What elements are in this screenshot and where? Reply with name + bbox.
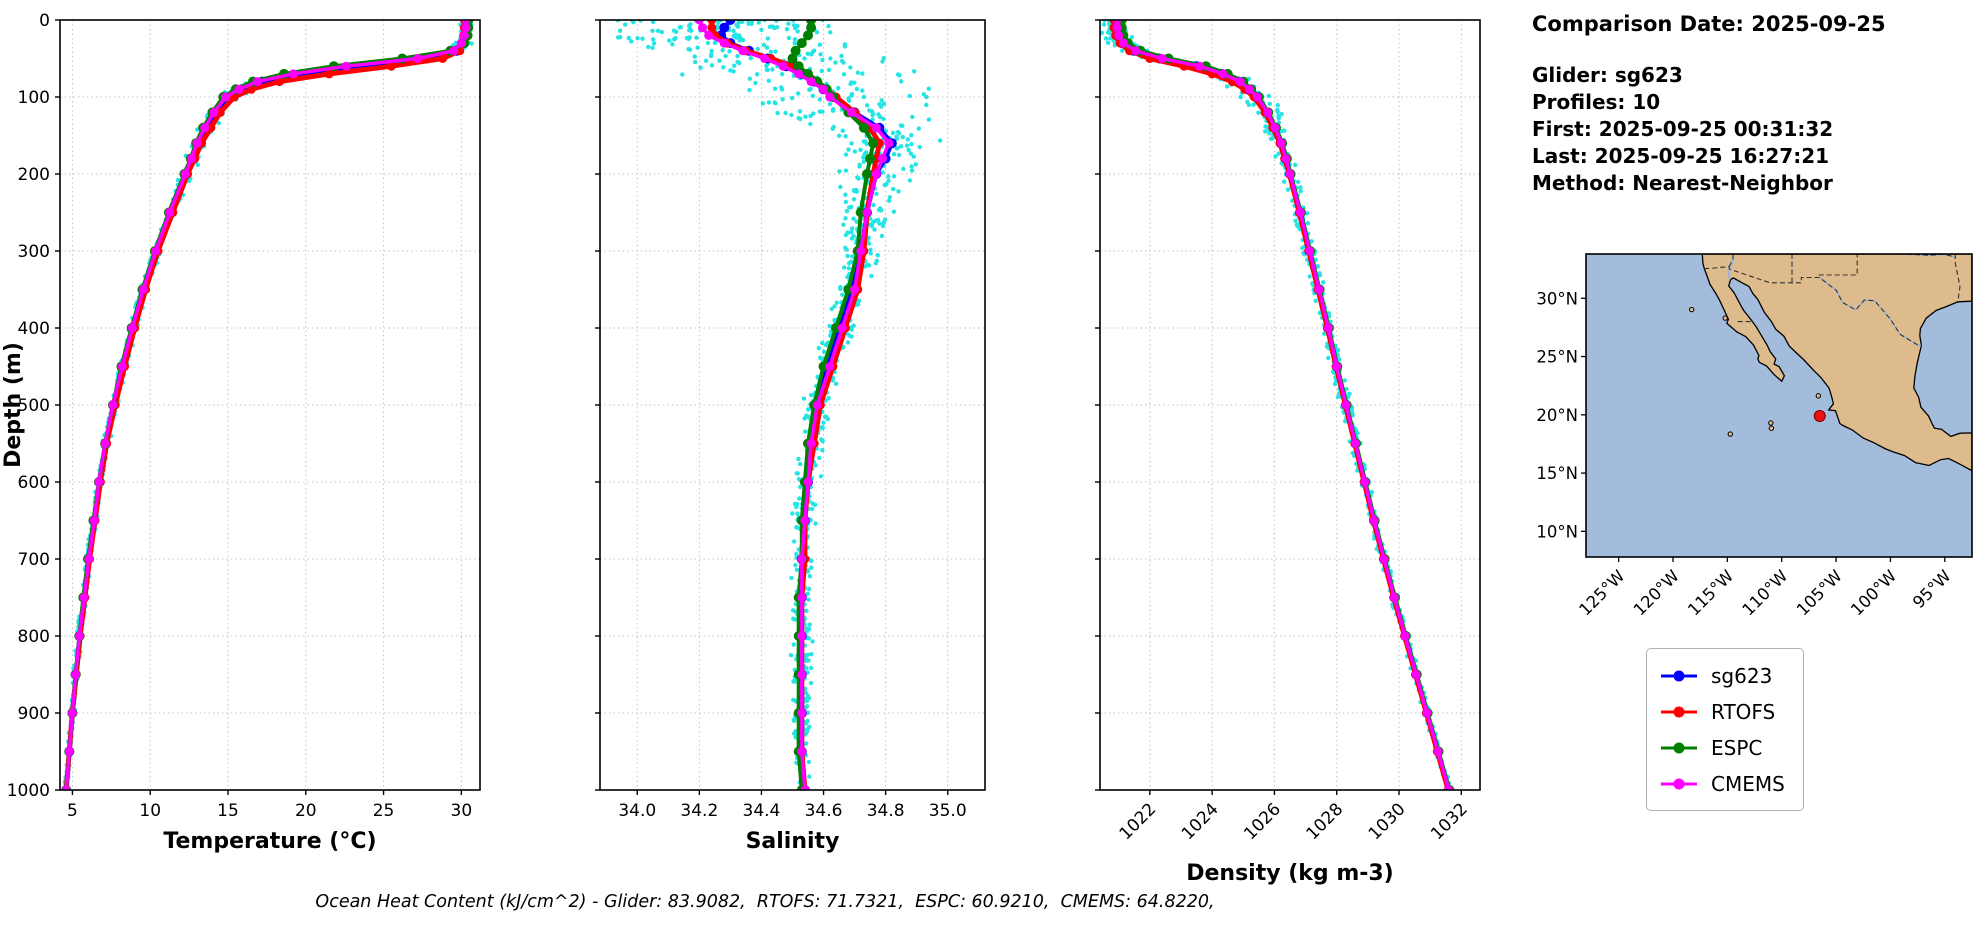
svg-text:500: 500 — [18, 396, 50, 416]
svg-text:Density (kg m-3): Density (kg m-3) — [1186, 861, 1394, 886]
svg-text:95°W: 95°W — [1909, 566, 1955, 612]
info-line-method: Method: Nearest-Neighbor — [1532, 171, 1833, 195]
info-line-glider: Glider: sg623 — [1532, 63, 1683, 87]
legend-swatch-espc — [1661, 742, 1697, 753]
map-admin-border — [1954, 254, 1961, 302]
svg-text:Temperature (°C): Temperature (°C) — [163, 829, 376, 854]
map-island — [1768, 420, 1774, 426]
comparison-date-text: Comparison Date: 2025-09-25 — [1532, 12, 1886, 36]
svg-text:125°W: 125°W — [1575, 566, 1628, 619]
svg-text:35.0: 35.0 — [929, 801, 967, 821]
svg-text:15: 15 — [217, 801, 239, 821]
series-CMEMS-markers — [1112, 20, 1454, 790]
temperature-profile-chart: 5 10 15 20 25 3001002003004005006007008009001… — [1, 11, 481, 854]
svg-text:400: 400 — [18, 319, 50, 339]
svg-text:200: 200 — [18, 165, 50, 185]
salinity-profile-chart: 34.0 34.2 34.4 34.6 34.8 35.0 Salinity — [595, 19, 986, 854]
density-profile-chart: 1022 1024 1026 1028 1030 1032 Density (kg m-3) — [1095, 19, 1481, 886]
svg-text:34.6: 34.6 — [805, 801, 843, 821]
svg-text:105°W: 105°W — [1793, 566, 1846, 619]
svg-text:34.2: 34.2 — [680, 801, 718, 821]
svg-text:1030: 1030 — [1365, 799, 1410, 844]
svg-text:25: 25 — [373, 801, 395, 821]
svg-text:25°N: 25°N — [1536, 348, 1578, 367]
glider-location-marker — [1813, 409, 1826, 422]
map-admin-border — [1818, 254, 1858, 276]
svg-text:30: 30 — [451, 801, 473, 821]
svg-text:115°W: 115°W — [1684, 566, 1737, 619]
map-island — [1815, 393, 1822, 399]
series-sg623-markers — [61, 20, 471, 790]
map-admin-border — [1704, 266, 1922, 347]
location-map: 30°N 25°N 20°N 15°N 10°N 125°W 120°W 115°W 110°W… — [1536, 253, 1973, 619]
legend-label: CMEMS — [1711, 771, 1785, 796]
series-sg623-line — [64, 20, 468, 790]
info-line-first: First: 2025-09-25 00:31:32 — [1532, 117, 1834, 141]
series-CMEMS-line — [1115, 20, 1451, 790]
svg-text:20°N: 20°N — [1536, 406, 1578, 425]
svg-text:0: 0 — [39, 11, 50, 31]
ocean-heat-content-caption: Ocean Heat Content (kJ/cm^2) - Glider: 8… — [315, 892, 1215, 912]
svg-text:Salinity: Salinity — [746, 829, 840, 854]
map-island — [1722, 315, 1728, 321]
map-island — [1688, 306, 1695, 313]
svg-text:30°N: 30°N — [1536, 289, 1578, 308]
svg-text:34.0: 34.0 — [618, 801, 656, 821]
map-island — [1727, 431, 1733, 437]
legend-label: ESPC — [1711, 735, 1763, 760]
legend-item-espc: ESPC — [1659, 731, 1785, 764]
profile-charts-canvas: 5 10 15 20 25 3001002003004005006007008009001… — [1, 11, 1481, 886]
svg-text:10°N: 10°N — [1536, 522, 1578, 541]
svg-text:1028: 1028 — [1303, 799, 1348, 844]
series-sg623-line — [1113, 20, 1451, 790]
map-admin-border — [1728, 254, 1734, 267]
svg-text:300: 300 — [18, 242, 50, 262]
svg-text:1026: 1026 — [1240, 799, 1285, 844]
svg-text:1000: 1000 — [7, 781, 50, 801]
svg-text:700: 700 — [18, 550, 50, 570]
svg-text:1032: 1032 — [1427, 799, 1472, 844]
legend-label: sg623 — [1711, 663, 1773, 688]
svg-text:900: 900 — [18, 704, 50, 724]
info-panel: Comparison Date: 2025-09-25 Glider: sg62… — [1532, 12, 1886, 197]
svg-text:100°W: 100°W — [1847, 566, 1900, 619]
legend-label: RTOFS — [1711, 699, 1776, 724]
series-CMEMS-markers — [694, 20, 894, 790]
map-area — [1586, 254, 1972, 557]
legend-item-sg623: sg623 — [1659, 659, 1785, 692]
svg-text:5: 5 — [67, 801, 78, 821]
info-line-profiles: Profiles: 10 — [1532, 90, 1661, 114]
svg-text:10: 10 — [139, 801, 161, 821]
info-line-last: Last: 2025-09-25 16:27:21 — [1532, 144, 1830, 168]
series-RTOFS-line — [63, 20, 467, 790]
legend-swatch-sg623 — [1661, 670, 1697, 681]
temperature-raw-scatter — [62, 20, 474, 786]
legend-swatch-cmems — [1661, 778, 1697, 789]
svg-text:34.8: 34.8 — [867, 801, 905, 821]
svg-text:120°W: 120°W — [1630, 566, 1683, 619]
svg-text:110°W: 110°W — [1738, 566, 1791, 619]
svg-text:Depth (m): Depth (m) — [1, 342, 26, 468]
legend-item-rtofs: RTOFS — [1659, 695, 1785, 728]
svg-text:100: 100 — [18, 88, 50, 108]
svg-text:1024: 1024 — [1178, 799, 1223, 844]
map-island — [1768, 425, 1775, 431]
svg-text:34.4: 34.4 — [743, 801, 781, 821]
series-CMEMS-markers — [61, 20, 471, 790]
legend-item-cmems: CMEMS — [1659, 767, 1785, 800]
svg-text:20: 20 — [295, 801, 317, 821]
legend: sg623 RTOFS ESPC CMEMS — [1646, 648, 1804, 811]
series-CMEMS-line — [64, 20, 468, 790]
svg-text:15°N: 15°N — [1536, 464, 1578, 483]
svg-text:800: 800 — [18, 627, 50, 647]
svg-text:1022: 1022 — [1116, 799, 1161, 844]
svg-text:600: 600 — [18, 473, 50, 493]
legend-swatch-rtofs — [1661, 706, 1697, 717]
map-land — [1701, 254, 1972, 472]
